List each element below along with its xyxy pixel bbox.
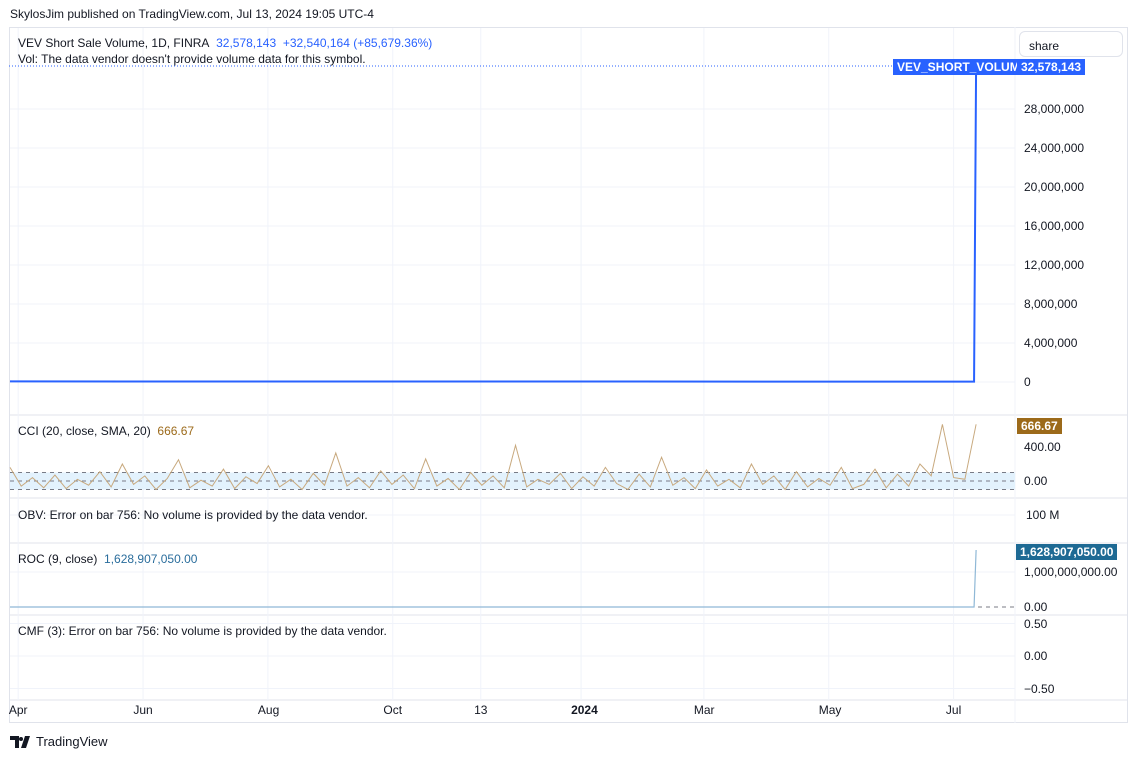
x-tick-label: Mar (693, 703, 715, 717)
main-last-value-badge: 32,578,143 (1017, 59, 1086, 75)
cmf-tick-label: 0.50 (1024, 616, 1048, 631)
obv-tick-label: 100 M (1026, 508, 1060, 522)
x-tick-label: 13 (474, 703, 488, 717)
roc-legend: ROC (9, close) 1,628,907,050.00 (18, 552, 197, 566)
x-tick-label: May (818, 703, 842, 717)
x-tick-label: Apr (8, 703, 28, 717)
cci-tick-label: 0.00 (1024, 474, 1048, 488)
obv-legend: OBV: Error on bar 756: No volume is prov… (18, 508, 368, 522)
y-tick-label: 24,000,000 (1024, 141, 1085, 155)
roc-line (10, 549, 977, 608)
x-tick-label: Aug (257, 703, 280, 717)
vol-message: Vol: The data vendor doesn't provide vol… (18, 52, 366, 66)
roc-legend-value: 1,628,907,050.00 (104, 552, 198, 566)
chart-frame (9, 27, 1128, 723)
cci-tick-label: 400.00 (1024, 440, 1061, 454)
y-tick-label: 8,000,000 (1024, 297, 1078, 311)
x-tick-label: Jul (945, 703, 962, 717)
cci-legend: CCI (20, close, SMA, 20) 666.67 (18, 424, 194, 438)
cmf-legend: CMF (3): Error on bar 756: No volume is … (18, 624, 387, 638)
share-button[interactable]: share (1019, 31, 1123, 57)
y-tick-label: 0 (1024, 375, 1031, 389)
x-tick-label: 2024 (571, 703, 598, 717)
brand-name: TradingView (36, 734, 108, 749)
y-tick-label: 16,000,000 (1024, 219, 1085, 233)
main-series-line (9, 64, 978, 383)
y-tick-label: 12,000,000 (1024, 258, 1085, 272)
y-tick-label: 4,000,000 (1024, 336, 1078, 350)
roc-tick-label: 1,000,000,000.00 (1024, 565, 1118, 579)
cmf-tick-label: 0.00 (1024, 649, 1048, 663)
cci-legend-title: CCI (20, close, SMA, 20) (18, 424, 151, 438)
tradingview-logo[interactable]: TradingView (10, 734, 108, 749)
x-tick-label: Oct (383, 703, 403, 717)
roc-legend-title: ROC (9, close) (18, 552, 98, 566)
publisher-header: SkylosJim published on TradingView.com, … (10, 7, 374, 21)
tradingview-logo-icon (10, 735, 30, 748)
cci-last-value-badge: 666.67 (1017, 418, 1062, 434)
y-tick-label: 28,000,000 (1024, 102, 1085, 116)
roc-last-value-badge: 1,628,907,050.00 (1016, 544, 1118, 560)
cci-legend-value: 666.67 (157, 424, 195, 438)
roc-tick-label: 0.00 (1024, 600, 1048, 614)
main-legend-title: VEV Short Sale Volume, 1D, FINRA (18, 36, 210, 50)
cci-band (10, 472, 1015, 490)
main-legend-change: +32,540,164 (+85,679.36%) (282, 36, 433, 50)
y-tick-label: 20,000,000 (1024, 180, 1085, 194)
x-tick-label: Jun (133, 703, 153, 717)
main-legend: VEV Short Sale Volume, 1D, FINRA 32,578,… (18, 36, 432, 50)
cci-line (9, 424, 977, 491)
series-name-badge: VEV_SHORT_VOLUME (893, 59, 1032, 75)
cmf-tick-label: −0.50 (1024, 681, 1055, 696)
main-legend-value: 32,578,143 (216, 36, 277, 50)
